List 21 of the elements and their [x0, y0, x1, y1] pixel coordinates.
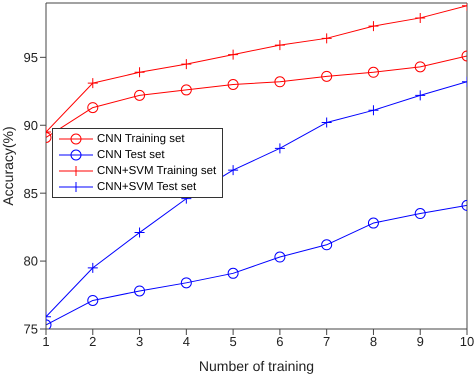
- x-tick-label: 2: [89, 334, 96, 350]
- x-tick-label: 3: [136, 334, 144, 350]
- y-tick-label: 90: [24, 118, 38, 133]
- y-tick-label: 85: [24, 186, 38, 201]
- legend-label: CNN+SVM Test set: [97, 181, 196, 193]
- legend-label: CNN Test set: [97, 149, 165, 161]
- x-tick-label: 4: [182, 334, 190, 350]
- y-tick-label: 80: [24, 254, 38, 269]
- x-axis-title: Number of training: [198, 358, 314, 374]
- x-tick-label: 5: [229, 334, 237, 350]
- x-tick-label: 9: [416, 334, 424, 350]
- x-tick-label: 7: [323, 334, 330, 350]
- x-tick-label: 10: [460, 334, 474, 350]
- y-axis-title: Accuracy(%): [0, 126, 16, 206]
- legend-label: CNN+SVM Training set: [97, 165, 216, 177]
- x-tick-label: 6: [276, 334, 284, 350]
- legend-label: CNN Training set: [97, 133, 185, 145]
- y-tick-label: 95: [24, 50, 38, 65]
- y-tick-label: 75: [24, 322, 38, 337]
- x-tick-label: 8: [370, 334, 378, 350]
- x-tick-label: 1: [42, 334, 50, 350]
